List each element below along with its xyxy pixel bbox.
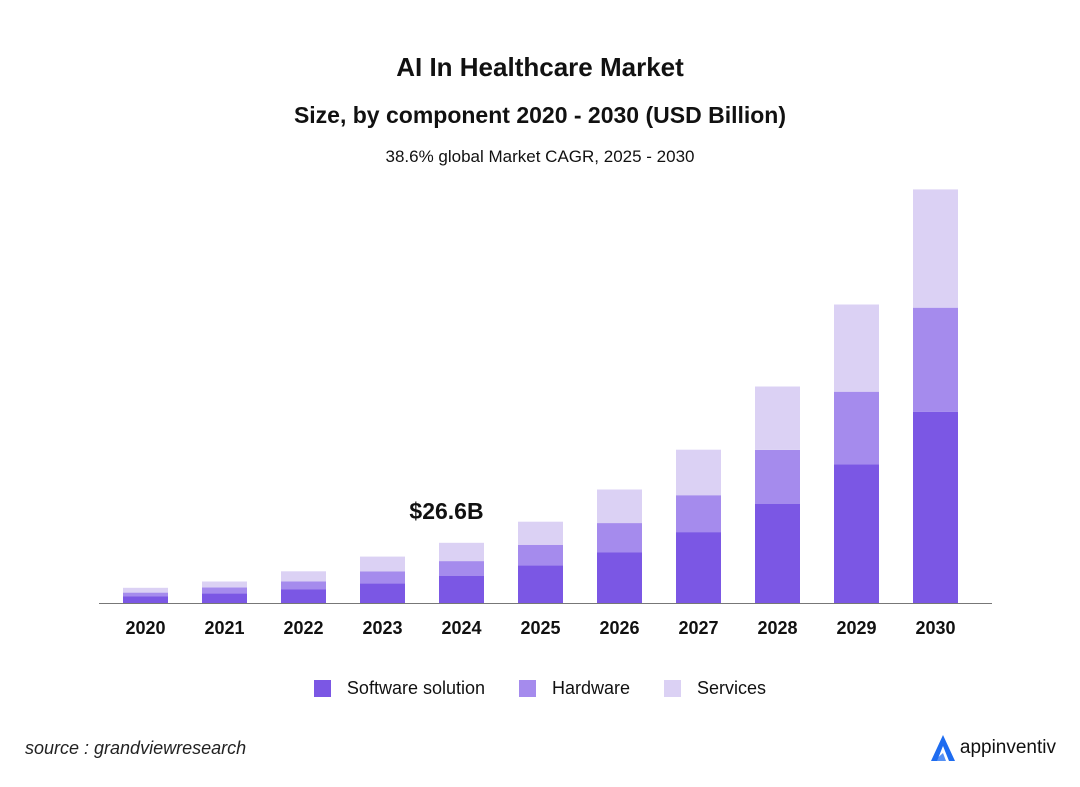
annotation-label-2024: $26.6B	[409, 498, 483, 524]
bar-2024-services	[439, 542, 484, 562]
legend: Software solution Hardware Services	[0, 678, 1080, 699]
x-tick-label-2020: 2020	[125, 618, 165, 638]
legend-item-hardware: Hardware	[519, 678, 630, 699]
x-tick-label-2022: 2022	[283, 618, 323, 638]
brand-name: appinventiv	[959, 737, 1056, 758]
bar-2030-services	[913, 189, 958, 308]
bar-2027-software-solution	[676, 532, 721, 603]
bar-2026-services	[597, 489, 642, 523]
bar-2030-hardware	[913, 307, 958, 412]
bar-2022-hardware	[281, 581, 326, 590]
legend-swatch-software	[313, 680, 331, 697]
legend-swatch-hardware	[519, 680, 536, 697]
source-note: source : grandviewresearch	[25, 738, 247, 758]
bar-2029-hardware	[834, 391, 879, 465]
bar-2030-software-solution	[913, 411, 958, 603]
bar-2026-hardware	[597, 523, 642, 553]
x-tick-label-2025: 2025	[520, 618, 560, 638]
bar-2026-software-solution	[597, 552, 642, 603]
x-tick-label-2028: 2028	[757, 618, 797, 638]
x-tick-label-2029: 2029	[836, 618, 876, 638]
bar-2028-hardware	[755, 449, 800, 504]
brand-logo: appinventiv	[930, 734, 1056, 762]
x-tick-label-2027: 2027	[678, 618, 718, 638]
legend-label-services: Services	[697, 678, 767, 698]
bar-2029-services	[834, 304, 879, 392]
bar-2022-software-solution	[281, 589, 326, 603]
bar-2029-software-solution	[834, 464, 879, 603]
bar-2021-software-solution	[202, 593, 247, 603]
appinventiv-logo-icon	[930, 735, 955, 761]
bar-2020-software-solution	[123, 596, 168, 603]
bar-2023-software-solution	[360, 583, 405, 603]
legend-item-software: Software solution	[313, 678, 485, 699]
bar-2023-services	[360, 556, 405, 572]
bar-2028-software-solution	[755, 504, 800, 603]
bar-2020-hardware	[123, 592, 168, 597]
x-tick-label-2026: 2026	[599, 618, 639, 638]
bar-2021-services	[202, 581, 247, 588]
bar-2027-services	[676, 449, 721, 496]
bar-2025-services	[518, 521, 563, 545]
legend-label-hardware: Hardware	[552, 678, 631, 698]
x-tick-label-2024: 2024	[441, 618, 481, 638]
bar-2021-hardware	[202, 587, 247, 594]
bar-2027-hardware	[676, 495, 721, 533]
x-tick-label-2021: 2021	[204, 618, 244, 638]
cagr-note: 38.6% global Market CAGR, 2025 - 2030	[385, 147, 695, 166]
bar-2023-hardware	[360, 571, 405, 584]
chart-subtitle: Size, by component 2020 - 2030 (USD Bill…	[293, 102, 787, 128]
bar-2025-software-solution	[518, 565, 563, 603]
bar-2024-hardware	[439, 561, 484, 576]
bar-2025-hardware	[518, 544, 563, 566]
legend-swatch-services	[664, 680, 682, 697]
legend-label-software: Software solution	[346, 678, 485, 698]
x-tick-label-2023: 2023	[362, 618, 402, 638]
legend-item-services: Services	[664, 678, 766, 699]
chart-title: AI In Healthcare Market	[396, 52, 684, 82]
bar-2020-services	[123, 587, 168, 593]
bar-2024-software-solution	[439, 576, 484, 603]
bar-2022-services	[281, 571, 326, 582]
bar-2028-services	[755, 386, 800, 450]
x-tick-label-2030: 2030	[915, 618, 955, 638]
